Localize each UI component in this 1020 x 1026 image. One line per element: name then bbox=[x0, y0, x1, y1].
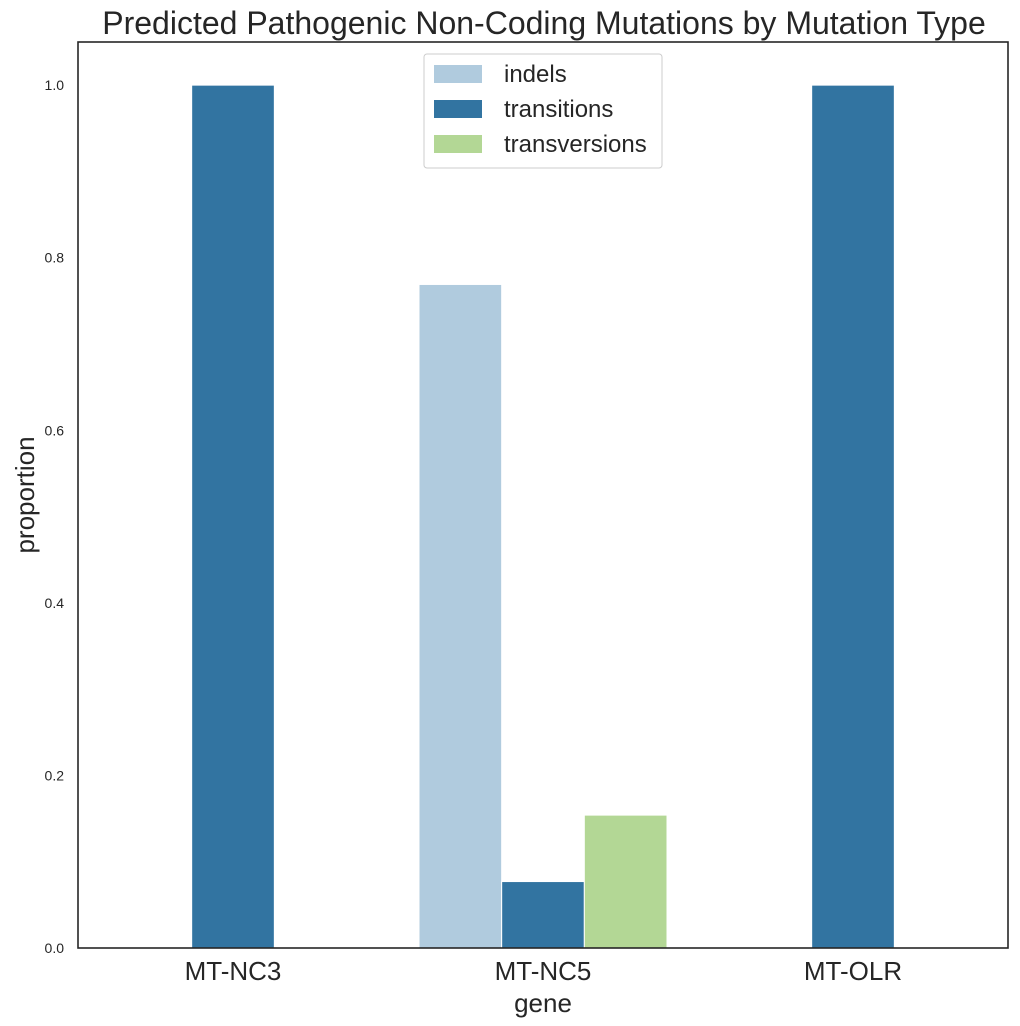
bar-indels-mt-nc5 bbox=[418, 283, 503, 949]
y-tick-label: 0.0 bbox=[45, 940, 65, 956]
y-tick-label: 1.0 bbox=[45, 77, 65, 93]
legend-label-transversions: transversions bbox=[504, 131, 647, 158]
legend-label-indels: indels bbox=[504, 61, 567, 88]
legend: indels transitions transversions bbox=[423, 53, 663, 169]
y-tick-label: 0.8 bbox=[45, 250, 65, 266]
y-tick-label: 0.6 bbox=[45, 422, 65, 438]
x-axis-ticks: MT-NC3 MT-NC5 MT-OLR bbox=[185, 956, 903, 986]
bars-layer bbox=[191, 84, 895, 949]
y-axis-ticks: 0.0 0.2 0.4 0.6 0.8 1.0 bbox=[45, 77, 65, 956]
x-tick-label: MT-OLR bbox=[804, 956, 902, 986]
plot-frame bbox=[77, 41, 1009, 949]
y-axis-label: proportion bbox=[10, 436, 40, 553]
bar-transitions-mt-olr bbox=[811, 84, 895, 949]
x-tick-label: MT-NC5 bbox=[495, 956, 592, 986]
legend-swatch-indels bbox=[434, 65, 482, 83]
x-axis-label: gene bbox=[514, 988, 572, 1018]
y-tick-label: 0.2 bbox=[45, 767, 65, 783]
bar-transversions-mt-nc5 bbox=[583, 814, 668, 949]
bar-transitions-mt-nc5 bbox=[501, 881, 585, 949]
x-tick-label: MT-NC3 bbox=[185, 956, 282, 986]
bar-transitions-mt-nc3 bbox=[191, 84, 275, 949]
chart-title: Predicted Pathogenic Non-Coding Mutation… bbox=[102, 5, 985, 41]
legend-swatch-transversions bbox=[434, 135, 482, 153]
legend-swatch-transitions bbox=[434, 100, 482, 118]
legend-box bbox=[423, 53, 663, 169]
legend-label-transitions: transitions bbox=[504, 96, 613, 123]
y-tick-label: 0.4 bbox=[45, 595, 65, 611]
